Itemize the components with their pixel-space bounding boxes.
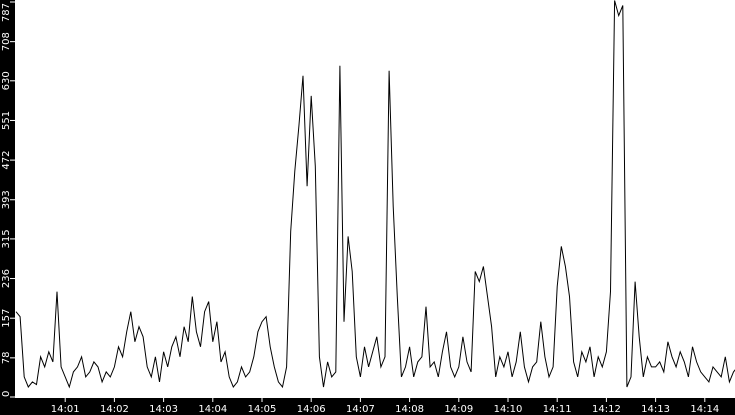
x-tick-label: 14:14 — [690, 404, 719, 415]
series-layer — [15, 0, 735, 389]
y-tick-label: 157 — [1, 309, 12, 328]
x-tick-label: 14:12 — [592, 404, 621, 415]
y-tick-label: 630 — [1, 71, 12, 90]
y-tick-label: 393 — [1, 190, 12, 209]
x-tick-label: 14:03 — [149, 404, 178, 415]
y-tick-label: 315 — [1, 229, 12, 248]
x-tick-label: 14:05 — [248, 404, 277, 415]
x-tick-label: 14:07 — [346, 404, 375, 415]
y-tick-label: 551 — [1, 111, 12, 130]
x-tick-label: 14:08 — [395, 404, 424, 415]
x-tick-label: 14:02 — [100, 404, 129, 415]
y-tick-label: 787 — [1, 3, 12, 22]
x-tick-label: 14:13 — [641, 404, 670, 415]
y-tick-label: 708 — [1, 32, 12, 51]
x-tick-label: 14:01 — [51, 404, 80, 415]
x-axis: 14:01 14:02 14:03 14:04 14:05 14:06 14:07 14:08… — [51, 398, 719, 415]
plot-area — [15, 0, 735, 398]
x-tick-label: 14:09 — [444, 404, 473, 415]
series-line — [15, 0, 735, 389]
x-tick-label: 14:04 — [198, 404, 227, 415]
y-tick-label: 0 — [1, 391, 12, 397]
x-tick-label: 14:06 — [297, 404, 326, 415]
x-tick-label: 14:10 — [494, 404, 523, 415]
x-tick-label: 14:11 — [543, 404, 572, 415]
y-tick-label: 78 — [1, 351, 12, 364]
y-tick-label: 236 — [1, 269, 12, 288]
y-axis: 0 78 157 236 315 393 472 551 630 708 787 — [1, 1, 15, 398]
y-tick-label: 472 — [1, 151, 12, 170]
